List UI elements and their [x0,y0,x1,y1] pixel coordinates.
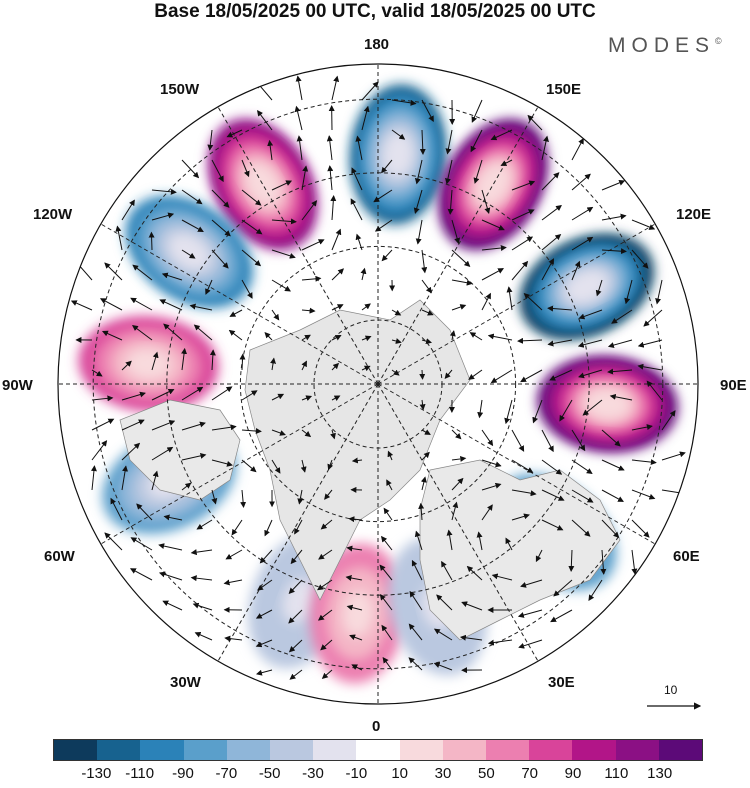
lon-label-150w: 150W [160,81,199,98]
reference-vector-label: 10 [664,683,677,697]
colorbar-tick-label: -30 [302,765,324,782]
colorbar-tick-label: -10 [345,765,367,782]
lon-label-30w: 30W [170,674,201,691]
colorbar-tick-label: -110 [125,765,154,782]
colorbar-labels: -130 -110 -90 -70 -50 -30 -10 10 30 50 70 90 110 130 [0,765,750,783]
colorbar-swatch [400,740,443,760]
lon-label-120e: 120E [676,206,711,223]
colorbar-tick-label: 110 [604,765,628,782]
colorbar-tick-label: 90 [565,765,582,782]
colorbar-swatch [270,740,313,760]
map-disc [58,64,698,704]
lon-label-120w: 120W [33,206,72,223]
colorbar-swatch [184,740,227,760]
lon-label-90e: 90E [720,377,747,394]
wind-vector [422,370,423,379]
colorbar-swatch [97,740,140,760]
colorbar-tick-label: -50 [259,765,281,782]
colorbar-swatch [356,740,399,760]
colorbar-swatch [54,740,97,760]
colorbar-swatch [572,740,615,760]
colorbar-swatch [443,740,486,760]
lon-label-90w: 90W [2,377,33,394]
colorbar-tick-label: 130 [647,765,672,782]
lon-label-60e: 60E [673,548,700,565]
colorbar [53,739,703,761]
colorbar-swatch [529,740,572,760]
lon-label-150e: 150E [546,81,581,98]
lon-label-0: 0 [372,718,380,735]
colorbar-swatch [616,740,659,760]
colorbar-tick-label: 70 [521,765,538,782]
lon-label-180: 180 [364,36,389,53]
colorbar-swatch [659,740,702,760]
colorbar-tick-label: 50 [478,765,495,782]
colorbar-swatch [313,740,356,760]
colorbar-tick-label: -90 [172,765,194,782]
colorbar-tick-label: -70 [215,765,237,782]
colorbar-tick-label: -130 [81,765,111,782]
lon-label-30e: 30E [548,674,575,691]
lon-label-60w: 60W [44,548,75,565]
colorbar-tick-label: 10 [391,765,408,782]
colorbar-tick-label: 30 [435,765,452,782]
colorbar-swatch [486,740,529,760]
colorbar-swatch [140,740,183,760]
wind-vector [151,233,152,250]
colorbar-swatch [227,740,270,760]
